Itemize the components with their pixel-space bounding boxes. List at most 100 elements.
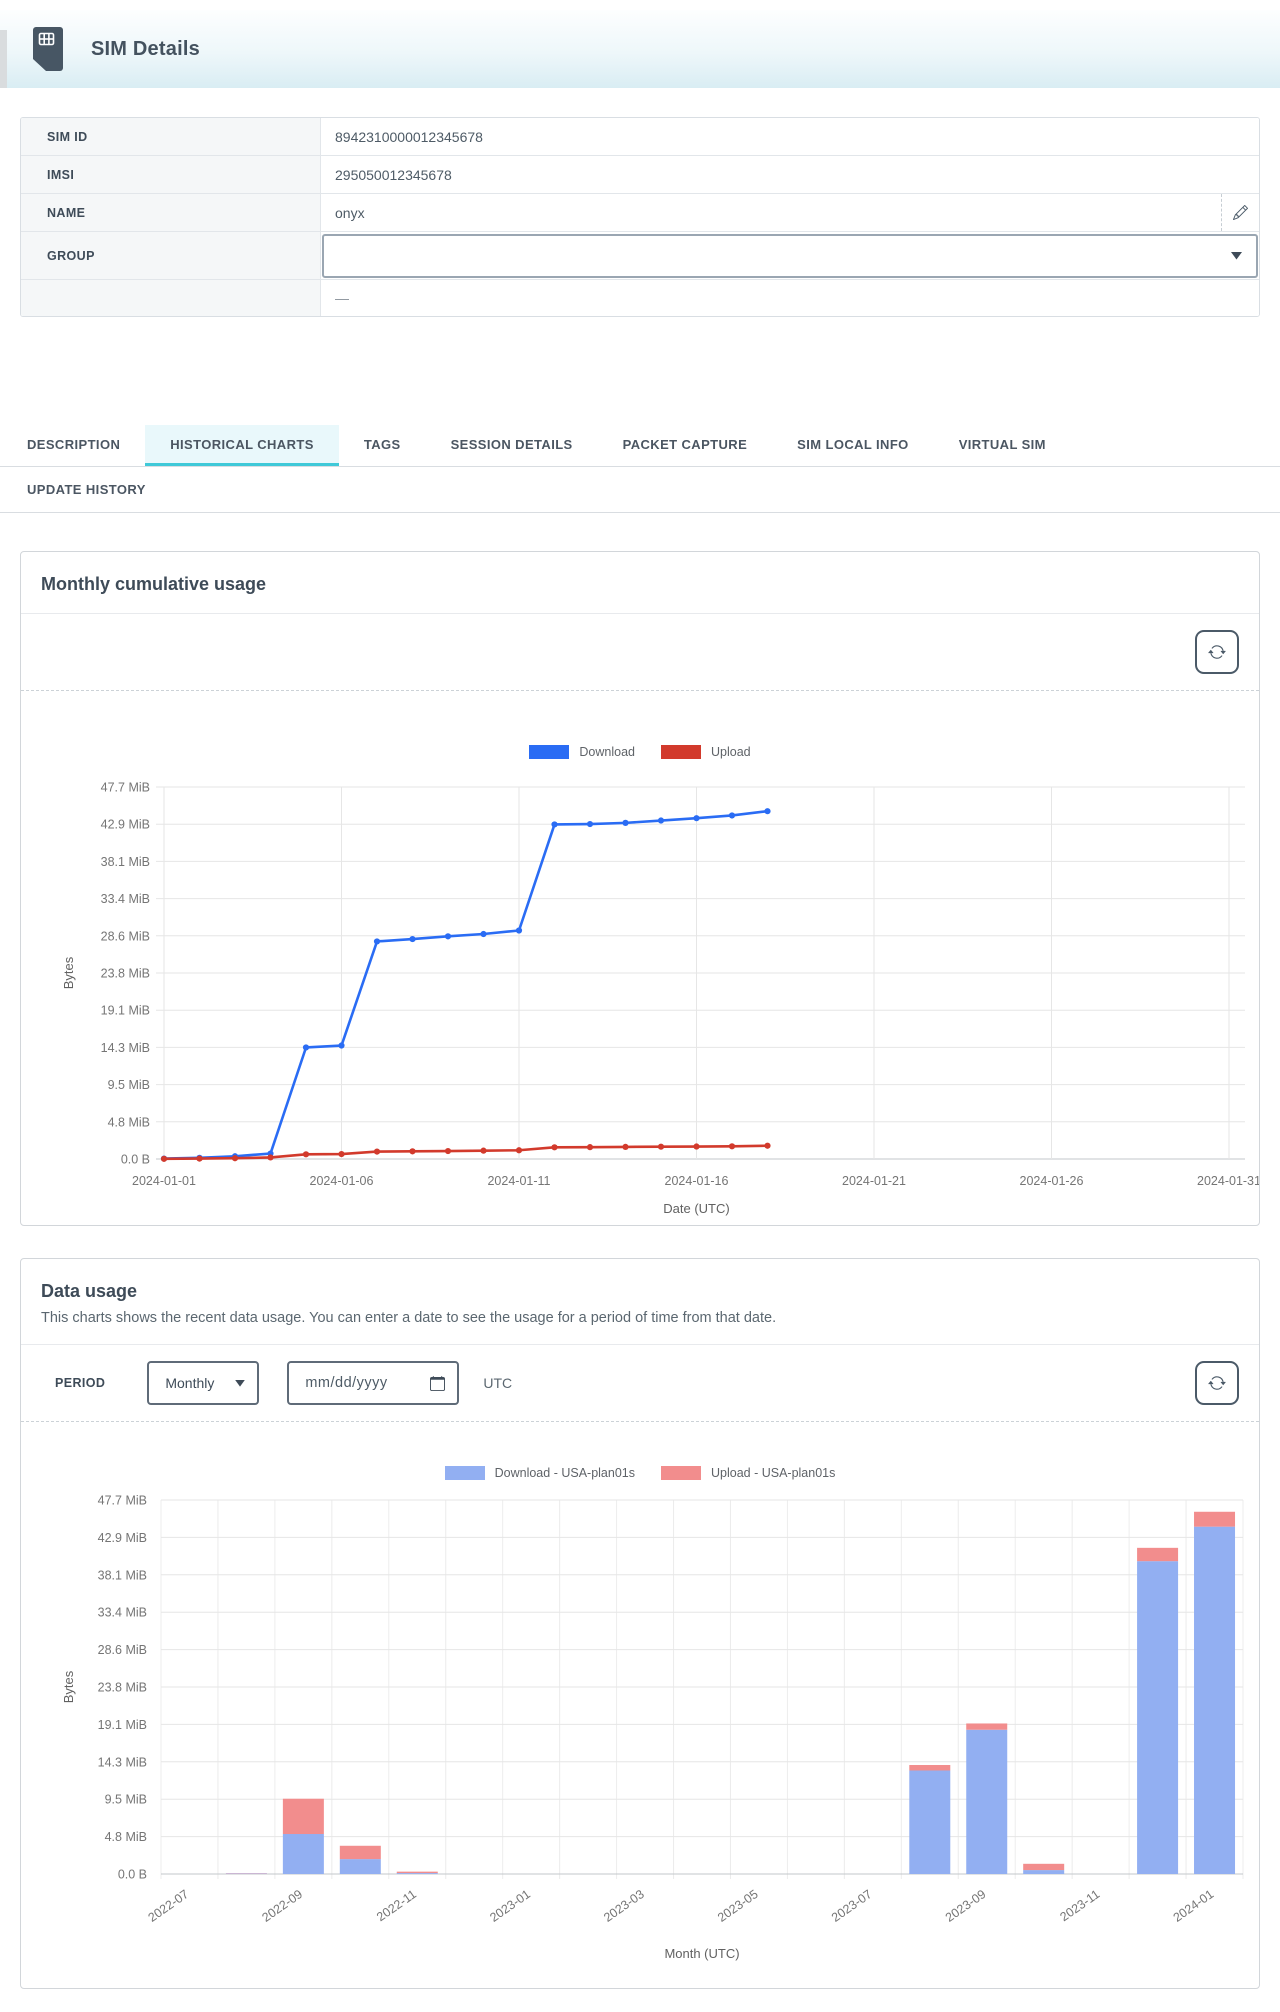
monthly-card-toolbar <box>21 614 1259 691</box>
group-empty-value: — <box>321 280 1259 316</box>
svg-text:0.0 B: 0.0 B <box>121 1153 150 1167</box>
usage-card-title: Data usage <box>41 1281 1239 1302</box>
calendar-icon <box>430 1376 445 1391</box>
svg-text:2023-03: 2023-03 <box>601 1887 647 1925</box>
sim-info-table: SIM ID 8942310000012345678 IMSI 29505001… <box>20 117 1260 317</box>
name-value: onyx <box>321 194 1221 231</box>
svg-text:2024-01-26: 2024-01-26 <box>1020 1174 1084 1188</box>
tab-tags[interactable]: TAGS <box>339 425 426 466</box>
tab-historical-charts[interactable]: HISTORICAL CHARTS <box>145 425 339 466</box>
svg-text:42.9 MiB: 42.9 MiB <box>101 818 150 832</box>
refresh-icon <box>1208 1374 1226 1392</box>
table-row-group: GROUP <box>21 232 1259 280</box>
timezone-label: UTC <box>483 1375 512 1391</box>
data-usage-card: Data usage This charts shows the recent … <box>20 1258 1260 1989</box>
svg-text:19.1 MiB: 19.1 MiB <box>101 1004 150 1018</box>
table-row-sim-id: SIM ID 8942310000012345678 <box>21 118 1259 156</box>
page-header: SIM Details <box>0 10 1280 88</box>
svg-text:28.6 MiB: 28.6 MiB <box>101 929 150 943</box>
refresh-button[interactable] <box>1195 630 1239 674</box>
legend-item-upload: Upload <box>661 745 751 759</box>
sim-id-value: 8942310000012345678 <box>321 118 1259 155</box>
line-chart-legend: Download Upload <box>21 745 1259 759</box>
sim-card-icon <box>33 27 63 71</box>
group-label: GROUP <box>21 232 321 279</box>
pencil-icon <box>1233 205 1248 220</box>
svg-text:2022-07: 2022-07 <box>146 1887 192 1925</box>
sim-id-label: SIM ID <box>21 118 321 155</box>
svg-text:2023-05: 2023-05 <box>715 1887 761 1925</box>
svg-text:2022-09: 2022-09 <box>259 1887 305 1925</box>
table-row-group-value: — <box>21 280 1259 316</box>
edit-name-button[interactable] <box>1221 194 1259 231</box>
imsi-label: IMSI <box>21 156 321 193</box>
svg-text:2023-07: 2023-07 <box>829 1887 875 1925</box>
svg-text:Bytes: Bytes <box>61 956 76 989</box>
group-select[interactable] <box>322 234 1258 278</box>
monthly-cumulative-usage-card: Monthly cumulative usage Download Upload… <box>20 551 1260 1226</box>
svg-text:0.0 B: 0.0 B <box>118 1868 147 1882</box>
period-label: PERIOD <box>55 1376 105 1390</box>
svg-text:Month (UTC): Month (UTC) <box>664 1946 739 1961</box>
date-input-placeholder: mm/dd/yyyy <box>305 1375 387 1391</box>
date-input[interactable]: mm/dd/yyyy <box>287 1361 459 1405</box>
svg-text:2024-01-31: 2024-01-31 <box>1197 1174 1259 1188</box>
empty-label <box>21 280 321 316</box>
imsi-value: 295050012345678 <box>321 156 1259 193</box>
refresh-icon <box>1208 643 1226 661</box>
tab-bar: DESCRIPTION HISTORICAL CHARTS TAGS SESSI… <box>0 425 1280 513</box>
tab-packet-capture[interactable]: PACKET CAPTURE <box>598 425 773 466</box>
svg-text:14.3 MiB: 14.3 MiB <box>98 1755 147 1769</box>
svg-text:2024-01-06: 2024-01-06 <box>310 1174 374 1188</box>
svg-text:23.8 MiB: 23.8 MiB <box>101 967 150 981</box>
svg-text:2024-01: 2024-01 <box>1171 1887 1217 1925</box>
svg-text:33.4 MiB: 33.4 MiB <box>101 892 150 906</box>
svg-text:38.1 MiB: 38.1 MiB <box>98 1568 147 1582</box>
legend-label-upload-plan: Upload - USA-plan01s <box>711 1466 835 1480</box>
tab-description[interactable]: DESCRIPTION <box>2 425 145 466</box>
left-edge-strip <box>0 30 7 88</box>
upload-plan-swatch <box>661 1466 701 1480</box>
chevron-down-icon <box>1231 252 1242 260</box>
usage-card-toolbar: PERIOD Monthly mm/dd/yyyy UTC <box>21 1345 1259 1422</box>
svg-text:42.9 MiB: 42.9 MiB <box>98 1531 147 1545</box>
tab-row-1: DESCRIPTION HISTORICAL CHARTS TAGS SESSI… <box>0 425 1280 467</box>
svg-text:Date (UTC): Date (UTC) <box>663 1201 729 1216</box>
svg-text:2024-01-11: 2024-01-11 <box>487 1174 550 1188</box>
svg-text:2023-01: 2023-01 <box>487 1887 533 1925</box>
tab-row-2: UPDATE HISTORY <box>0 467 1280 513</box>
legend-item-download-plan: Download - USA-plan01s <box>445 1466 635 1480</box>
name-label: NAME <box>21 194 321 231</box>
svg-text:2024-01-21: 2024-01-21 <box>842 1174 906 1188</box>
svg-text:2022-11: 2022-11 <box>374 1887 419 1924</box>
download-swatch <box>529 745 569 759</box>
tab-session-details[interactable]: SESSION DETAILS <box>426 425 598 466</box>
period-select-value: Monthly <box>165 1375 214 1391</box>
download-plan-swatch <box>445 1466 485 1480</box>
svg-text:38.1 MiB: 38.1 MiB <box>101 855 150 869</box>
svg-text:47.7 MiB: 47.7 MiB <box>98 1494 147 1508</box>
tab-update-history[interactable]: UPDATE HISTORY <box>2 467 171 512</box>
usage-card-header: Data usage This charts shows the recent … <box>21 1259 1259 1345</box>
legend-label-download: Download <box>579 745 635 759</box>
chevron-down-icon <box>235 1380 245 1387</box>
svg-text:23.8 MiB: 23.8 MiB <box>98 1681 147 1695</box>
svg-text:19.1 MiB: 19.1 MiB <box>98 1718 147 1732</box>
refresh-button[interactable] <box>1195 1361 1239 1405</box>
upload-swatch <box>661 745 701 759</box>
svg-text:28.6 MiB: 28.6 MiB <box>98 1643 147 1657</box>
page-title: SIM Details <box>91 38 200 61</box>
svg-text:2024-01-16: 2024-01-16 <box>665 1174 729 1188</box>
tab-virtual-sim[interactable]: VIRTUAL SIM <box>934 425 1071 466</box>
svg-text:33.4 MiB: 33.4 MiB <box>98 1606 147 1620</box>
period-select[interactable]: Monthly <box>147 1361 259 1405</box>
svg-text:Bytes: Bytes <box>61 1670 76 1703</box>
legend-label-upload: Upload <box>711 745 751 759</box>
monthly-card-title: Monthly cumulative usage <box>41 574 1239 595</box>
legend-item-upload-plan: Upload - USA-plan01s <box>661 1466 835 1480</box>
table-row-name: NAME onyx <box>21 194 1259 232</box>
tab-sim-local-info[interactable]: SIM LOCAL INFO <box>772 425 934 466</box>
svg-text:47.7 MiB: 47.7 MiB <box>101 781 150 795</box>
